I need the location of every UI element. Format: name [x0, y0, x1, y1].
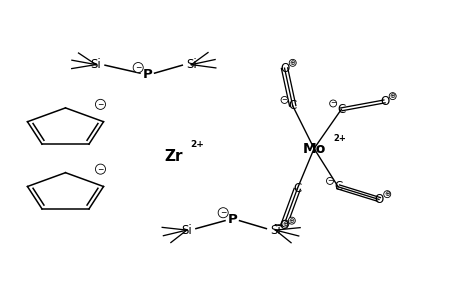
Text: C: C — [288, 99, 296, 112]
Text: O: O — [279, 220, 288, 232]
Text: C: C — [292, 182, 301, 195]
Text: ⊕: ⊕ — [282, 220, 288, 226]
Text: C: C — [336, 103, 345, 116]
Text: Si: Si — [269, 224, 280, 237]
Text: ⊕: ⊕ — [288, 218, 294, 224]
Text: −: − — [326, 178, 332, 184]
Text: Mo: Mo — [302, 142, 325, 155]
Text: 2+: 2+ — [190, 140, 204, 149]
Text: O: O — [379, 95, 388, 108]
Text: ⊕: ⊕ — [389, 93, 395, 99]
Text: O: O — [279, 61, 289, 75]
Text: −: − — [330, 100, 336, 106]
Text: 2+: 2+ — [332, 134, 345, 142]
Text: P: P — [227, 213, 237, 226]
Text: −: − — [281, 97, 287, 103]
Text: C: C — [333, 180, 341, 193]
Text: −: − — [135, 63, 141, 72]
Text: Si: Si — [181, 224, 192, 237]
Text: P: P — [142, 68, 152, 80]
Text: −: − — [97, 100, 103, 109]
Text: O: O — [374, 193, 383, 206]
Text: −: − — [219, 208, 226, 217]
Text: −: − — [97, 165, 103, 174]
Text: ⊕: ⊕ — [289, 60, 295, 66]
Text: Si: Si — [185, 58, 196, 71]
Text: Zr: Zr — [163, 149, 182, 164]
Text: Si: Si — [90, 58, 101, 71]
Text: ⊕: ⊕ — [383, 191, 389, 197]
